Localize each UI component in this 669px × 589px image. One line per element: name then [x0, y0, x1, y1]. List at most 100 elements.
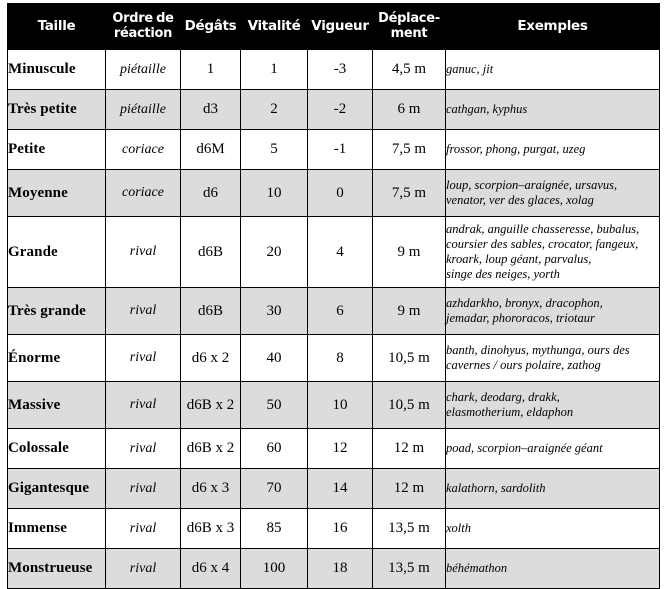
table-header: Taille Ordre de réaction Dégâts Vitalité… — [7, 3, 660, 50]
cell-degats: d6 x 3 — [180, 468, 241, 509]
cell-taille: Grande — [7, 216, 106, 288]
cell-vitalite: 85 — [240, 508, 308, 549]
exemples-lines: banth, dinohyus, mythunga, ours des caver… — [446, 343, 659, 374]
exemples-line: xolth — [446, 520, 471, 535]
cell-degats: d6 — [180, 169, 241, 217]
cell-vigueur: -3 — [307, 49, 373, 90]
exemples-line: kalathorn, sardolith — [446, 480, 546, 495]
exemples-line: chark, deodarg, drakk, — [446, 389, 560, 404]
cell-exemples: béhémathon — [445, 548, 660, 589]
exemples-lines: loup, scorpion–araignée, ursavus, venator… — [446, 178, 659, 209]
exemples-lines: béhémathon — [446, 561, 659, 576]
cell-degats: d6B x 2 — [180, 381, 241, 429]
column-header-deplacement-line1: Déplace- — [378, 10, 440, 26]
exemples-line: loup, scorpion–araignée, ursavus, — [446, 177, 618, 192]
table-row: Petite coriace d6M 5 -1 7,5 m frossor, phong, … — [7, 129, 660, 170]
cell-deplacement: 10,5 m — [372, 334, 446, 382]
cell-vigueur: 8 — [307, 334, 373, 382]
exemples-line: coursier des sables, crocator, fangeux, — [446, 236, 639, 251]
cell-ordre-de-reaction: coriace — [105, 129, 181, 170]
cell-deplacement: 4,5 m — [372, 49, 446, 90]
table-row: Minuscule piétaille 1 1 -3 4,5 m ganuc, jit — [7, 49, 660, 90]
table-row: Très grande rival d6B 30 6 9 m azhdarkho, bron… — [7, 287, 660, 335]
cell-exemples: frossor, phong, purgat, uzeg — [445, 129, 660, 170]
table-row: Moyenne coriace d6 10 0 7,5 m loup, scorpion–a… — [7, 169, 660, 217]
cell-vitalite: 40 — [240, 334, 308, 382]
page-container: Taille Ordre de réaction Dégâts Vitalité… — [7, 3, 660, 589]
cell-taille: Moyenne — [7, 169, 106, 217]
exemples-line: elasmotherium, eldaphon — [446, 405, 574, 419]
exemples-lines: azhdarkho, bronyx, dracophon, jemadar, ph… — [446, 296, 659, 327]
cell-ordre-de-reaction: piétaille — [105, 89, 181, 130]
cell-deplacement: 7,5 m — [372, 129, 446, 170]
column-header-vigueur: Vigueur — [307, 3, 373, 50]
cell-degats: d6M — [180, 129, 241, 170]
cell-exemples: banth, dinohyus, mythunga, ours des caver… — [445, 334, 660, 382]
cell-vigueur: 0 — [307, 169, 373, 217]
cell-ordre-de-reaction: rival — [105, 428, 181, 469]
cell-exemples: ganuc, jit — [445, 49, 660, 90]
cell-deplacement: 7,5 m — [372, 169, 446, 217]
column-header-deplacement: Déplace- ment — [372, 3, 446, 50]
exemples-line: cavernes / ours polaire, zathog — [446, 358, 601, 372]
cell-vigueur: 4 — [307, 216, 373, 288]
cell-exemples: loup, scorpion–araignée, ursavus, venator… — [445, 169, 660, 217]
cell-ordre-de-reaction: rival — [105, 508, 181, 549]
cell-deplacement: 13,5 m — [372, 508, 446, 549]
cell-vitalite: 60 — [240, 428, 308, 469]
table-body: Minuscule piétaille 1 1 -3 4,5 m ganuc, jit Trè… — [7, 49, 660, 589]
column-header-vitalite: Vitalité — [240, 3, 308, 50]
cell-vitalite: 100 — [240, 548, 308, 589]
cell-ordre-de-reaction: rival — [105, 381, 181, 429]
cell-vitalite: 50 — [240, 381, 308, 429]
cell-deplacement: 12 m — [372, 428, 446, 469]
exemples-line: béhémathon — [446, 560, 508, 575]
cell-vigueur: -1 — [307, 129, 373, 170]
exemples-lines: cathgan, kyphus — [446, 102, 659, 117]
cell-taille: Gigantesque — [7, 468, 106, 509]
column-header-ordre-de-reaction: Ordre de réaction — [105, 3, 181, 50]
exemples-line: andrak, anguille chasseresse, bubalus, — [446, 221, 640, 236]
column-header-ordre-line1: Ordre de — [112, 10, 174, 26]
cell-ordre-de-reaction: rival — [105, 216, 181, 288]
cell-taille: Très petite — [7, 89, 106, 130]
cell-vitalite: 1 — [240, 49, 308, 90]
table-row: Gigantesque rival d6 x 3 70 14 12 m kalathorn,… — [7, 468, 660, 509]
cell-ordre-de-reaction: coriace — [105, 169, 181, 217]
cell-ordre-de-reaction: rival — [105, 287, 181, 335]
table-row: Monstrueuse rival d6 x 4 100 18 13,5 m béhémat… — [7, 548, 660, 589]
table-row: Colossale rival d6B x 2 60 12 12 m poad, scorp… — [7, 428, 660, 469]
cell-deplacement: 12 m — [372, 468, 446, 509]
exemples-lines: kalathorn, sardolith — [446, 481, 659, 496]
cell-degats: d6 x 2 — [180, 334, 241, 382]
cell-exemples: andrak, anguille chasseresse, bubalus, co… — [445, 216, 660, 288]
exemples-line: frossor, phong, purgat, uzeg — [446, 141, 586, 156]
exemples-line: venator, ver des glaces, xolag — [446, 193, 594, 207]
column-header-taille: Taille — [7, 3, 106, 50]
exemples-lines: xolth — [446, 521, 659, 536]
exemples-line: jemadar, phororacos, triotaur — [446, 311, 595, 325]
cell-vigueur: 12 — [307, 428, 373, 469]
cell-degats: d3 — [180, 89, 241, 130]
cell-vigueur: -2 — [307, 89, 373, 130]
cell-degats: 1 — [180, 49, 241, 90]
cell-taille: Monstrueuse — [7, 548, 106, 589]
cell-taille: Petite — [7, 129, 106, 170]
column-header-exemples: Exemples — [445, 3, 660, 50]
cell-vigueur: 16 — [307, 508, 373, 549]
exemples-line: poad, scorpion–araignée géant — [446, 440, 603, 455]
cell-vigueur: 18 — [307, 548, 373, 589]
cell-deplacement: 9 m — [372, 216, 446, 288]
exemples-lines: poad, scorpion–araignée géant — [446, 441, 659, 456]
cell-taille: Énorme — [7, 334, 106, 382]
cell-exemples: azhdarkho, bronyx, dracophon, jemadar, ph… — [445, 287, 660, 335]
exemples-lines: andrak, anguille chasseresse, bubalus, co… — [446, 222, 659, 283]
cell-ordre-de-reaction: rival — [105, 468, 181, 509]
cell-vitalite: 2 — [240, 89, 308, 130]
creature-size-table: Taille Ordre de réaction Dégâts Vitalité… — [7, 3, 660, 589]
cell-degats: d6B — [180, 216, 241, 288]
cell-taille: Colossale — [7, 428, 106, 469]
cell-deplacement: 10,5 m — [372, 381, 446, 429]
cell-degats: d6B x 2 — [180, 428, 241, 469]
cell-deplacement: 9 m — [372, 287, 446, 335]
